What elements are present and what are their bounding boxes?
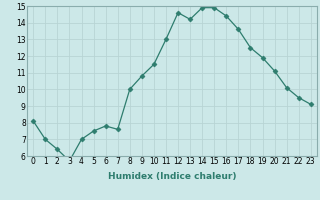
X-axis label: Humidex (Indice chaleur): Humidex (Indice chaleur) <box>108 172 236 181</box>
